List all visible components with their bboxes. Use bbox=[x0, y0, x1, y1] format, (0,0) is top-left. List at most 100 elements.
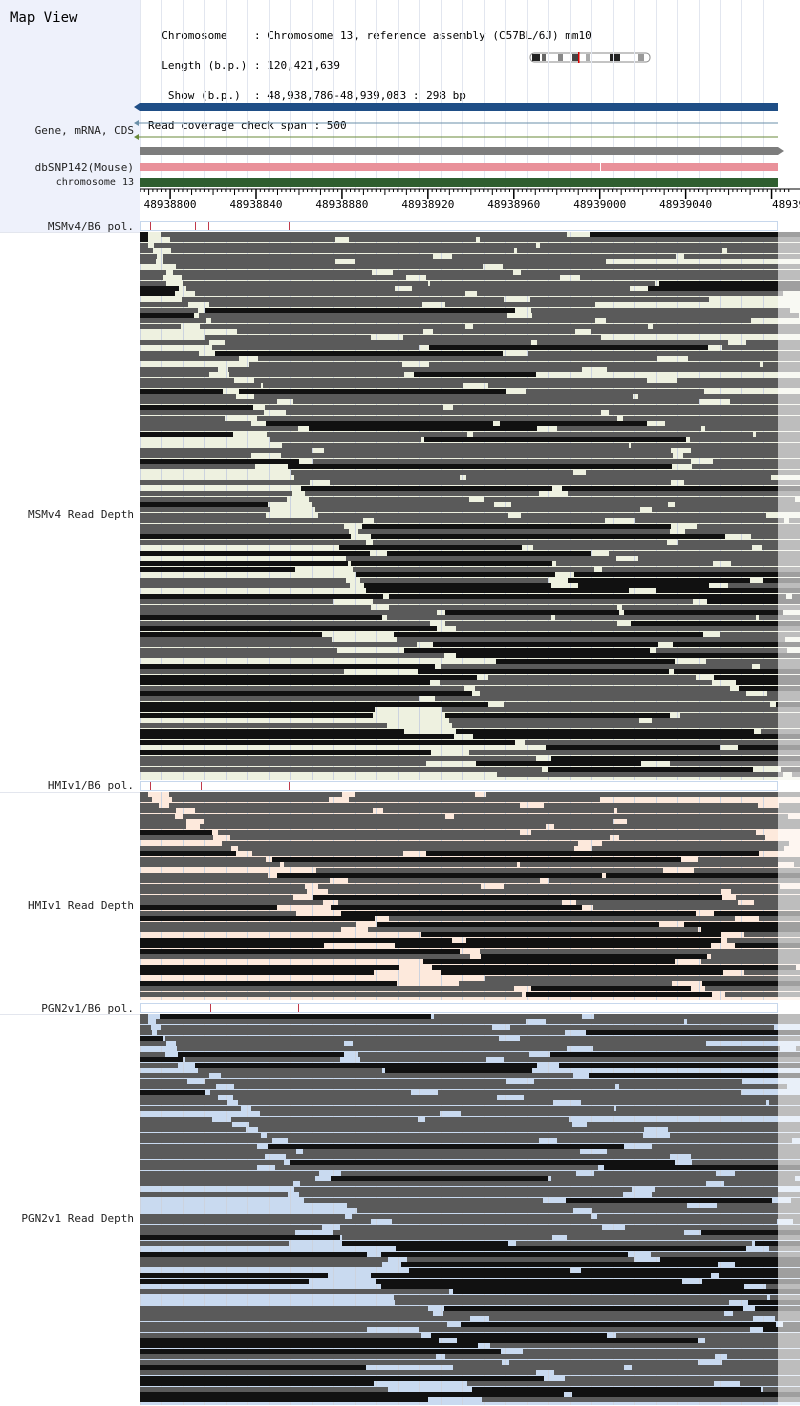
sequence-read[interactable] bbox=[635, 518, 784, 524]
sequence-read[interactable] bbox=[523, 1095, 800, 1100]
sequence-read[interactable] bbox=[573, 572, 800, 578]
sequence-read[interactable] bbox=[140, 1051, 166, 1057]
sequence-read[interactable] bbox=[347, 1203, 687, 1208]
sequence-read[interactable] bbox=[567, 577, 750, 583]
sequence-read[interactable] bbox=[734, 943, 800, 949]
sequence-read[interactable] bbox=[301, 485, 552, 491]
sequence-read[interactable] bbox=[453, 1289, 800, 1295]
sequence-read[interactable] bbox=[448, 718, 640, 723]
sequence-read[interactable] bbox=[140, 523, 345, 529]
sequence-read[interactable] bbox=[140, 712, 374, 718]
sequence-read[interactable] bbox=[140, 340, 210, 345]
sequence-read[interactable] bbox=[373, 599, 694, 605]
sequence-read[interactable] bbox=[604, 1165, 800, 1171]
sequence-read[interactable] bbox=[489, 1316, 754, 1322]
sequence-read[interactable] bbox=[140, 1014, 148, 1019]
sequence-read[interactable] bbox=[487, 383, 800, 389]
sequence-read[interactable] bbox=[140, 813, 176, 819]
sequence-read[interactable] bbox=[313, 458, 691, 464]
sequence-read[interactable] bbox=[424, 1116, 570, 1122]
sequence-read[interactable] bbox=[352, 566, 594, 572]
sequence-read[interactable] bbox=[140, 819, 186, 824]
sequence-read[interactable] bbox=[568, 491, 800, 497]
sequence-read[interactable] bbox=[660, 1257, 800, 1262]
sequence-read[interactable] bbox=[700, 927, 800, 932]
sequence-read[interactable] bbox=[349, 797, 600, 803]
sequence-read[interactable] bbox=[733, 1311, 800, 1316]
sequence-read[interactable] bbox=[567, 1235, 800, 1241]
sequence-read[interactable] bbox=[720, 631, 800, 637]
sequence-read[interactable] bbox=[212, 345, 420, 351]
sequence-read[interactable] bbox=[437, 1089, 742, 1095]
sequence-read[interactable] bbox=[440, 970, 723, 976]
sequence-read[interactable] bbox=[140, 512, 266, 518]
sequence-read[interactable] bbox=[345, 556, 617, 561]
sequence-read[interactable] bbox=[738, 685, 800, 691]
sequence-read[interactable] bbox=[208, 302, 423, 308]
sequence-read[interactable] bbox=[298, 1192, 624, 1198]
sequence-read[interactable] bbox=[175, 264, 483, 270]
sequence-read[interactable] bbox=[445, 610, 619, 615]
sequence-read[interactable] bbox=[618, 835, 765, 841]
sequence-read[interactable] bbox=[474, 685, 731, 691]
sequence-read[interactable] bbox=[371, 534, 725, 540]
sequence-read[interactable] bbox=[140, 642, 418, 648]
sequence-read[interactable] bbox=[691, 448, 800, 453]
sequence-read[interactable] bbox=[140, 883, 305, 889]
sequence-read[interactable] bbox=[140, 1392, 565, 1397]
sequence-read[interactable] bbox=[140, 259, 157, 264]
sequence-read[interactable] bbox=[140, 1089, 205, 1095]
sequence-read[interactable] bbox=[161, 1024, 492, 1030]
sequence-read[interactable] bbox=[355, 259, 607, 264]
sequence-read[interactable] bbox=[341, 1170, 576, 1176]
sequence-read[interactable] bbox=[140, 948, 461, 954]
sequence-read[interactable] bbox=[140, 1365, 367, 1370]
sequence-read[interactable] bbox=[593, 1014, 800, 1019]
sequence-read[interactable] bbox=[331, 1176, 548, 1181]
sequence-read[interactable] bbox=[718, 1273, 800, 1279]
sequence-read[interactable] bbox=[435, 696, 800, 702]
sequence-read[interactable] bbox=[580, 1267, 800, 1273]
sequence-read[interactable] bbox=[303, 1149, 580, 1154]
sequence-read[interactable] bbox=[648, 286, 800, 291]
sequence-read[interactable] bbox=[140, 1240, 289, 1246]
sequence-read[interactable] bbox=[444, 1305, 744, 1311]
sequence-read[interactable] bbox=[744, 970, 800, 976]
sequence-read[interactable] bbox=[140, 1343, 479, 1349]
sequence-read[interactable] bbox=[683, 453, 800, 459]
sequence-read[interactable] bbox=[140, 1359, 502, 1365]
sequence-read[interactable] bbox=[537, 340, 729, 345]
sequence-read[interactable] bbox=[623, 415, 800, 421]
sequence-read[interactable] bbox=[140, 734, 454, 740]
sequence-read[interactable] bbox=[140, 1062, 179, 1068]
sequence-read[interactable] bbox=[480, 691, 747, 696]
sequence-read[interactable] bbox=[140, 1213, 345, 1219]
sequence-read[interactable] bbox=[256, 415, 618, 421]
sequence-read[interactable] bbox=[140, 927, 341, 932]
sequence-read[interactable] bbox=[140, 1024, 151, 1030]
sequence-read[interactable] bbox=[517, 248, 723, 254]
sequence-read[interactable] bbox=[165, 1035, 499, 1041]
sequence-read[interactable] bbox=[294, 1186, 632, 1192]
sequence-read[interactable] bbox=[140, 1381, 375, 1387]
sequence-read[interactable] bbox=[395, 1300, 729, 1306]
sequence-read[interactable] bbox=[282, 442, 629, 448]
sequence-read[interactable] bbox=[140, 291, 176, 297]
sequence-read[interactable] bbox=[140, 1316, 471, 1322]
sequence-read[interactable] bbox=[266, 431, 467, 437]
sequence-read[interactable] bbox=[356, 572, 556, 578]
snp-track[interactable] bbox=[140, 162, 780, 172]
sequence-read[interactable] bbox=[754, 1305, 800, 1311]
sequence-read[interactable] bbox=[548, 766, 753, 772]
sequence-read[interactable] bbox=[540, 242, 800, 248]
sequence-read[interactable] bbox=[700, 1230, 800, 1235]
sequence-read[interactable] bbox=[431, 964, 796, 970]
sequence-read[interactable] bbox=[140, 829, 213, 835]
sequence-read[interactable] bbox=[199, 323, 465, 329]
pol-track[interactable] bbox=[140, 221, 778, 231]
sequence-read[interactable] bbox=[444, 1354, 716, 1360]
sequence-read[interactable] bbox=[533, 1078, 742, 1084]
sequence-read[interactable] bbox=[440, 680, 712, 686]
sequence-read[interactable] bbox=[140, 410, 265, 416]
sequence-read[interactable] bbox=[727, 937, 800, 943]
